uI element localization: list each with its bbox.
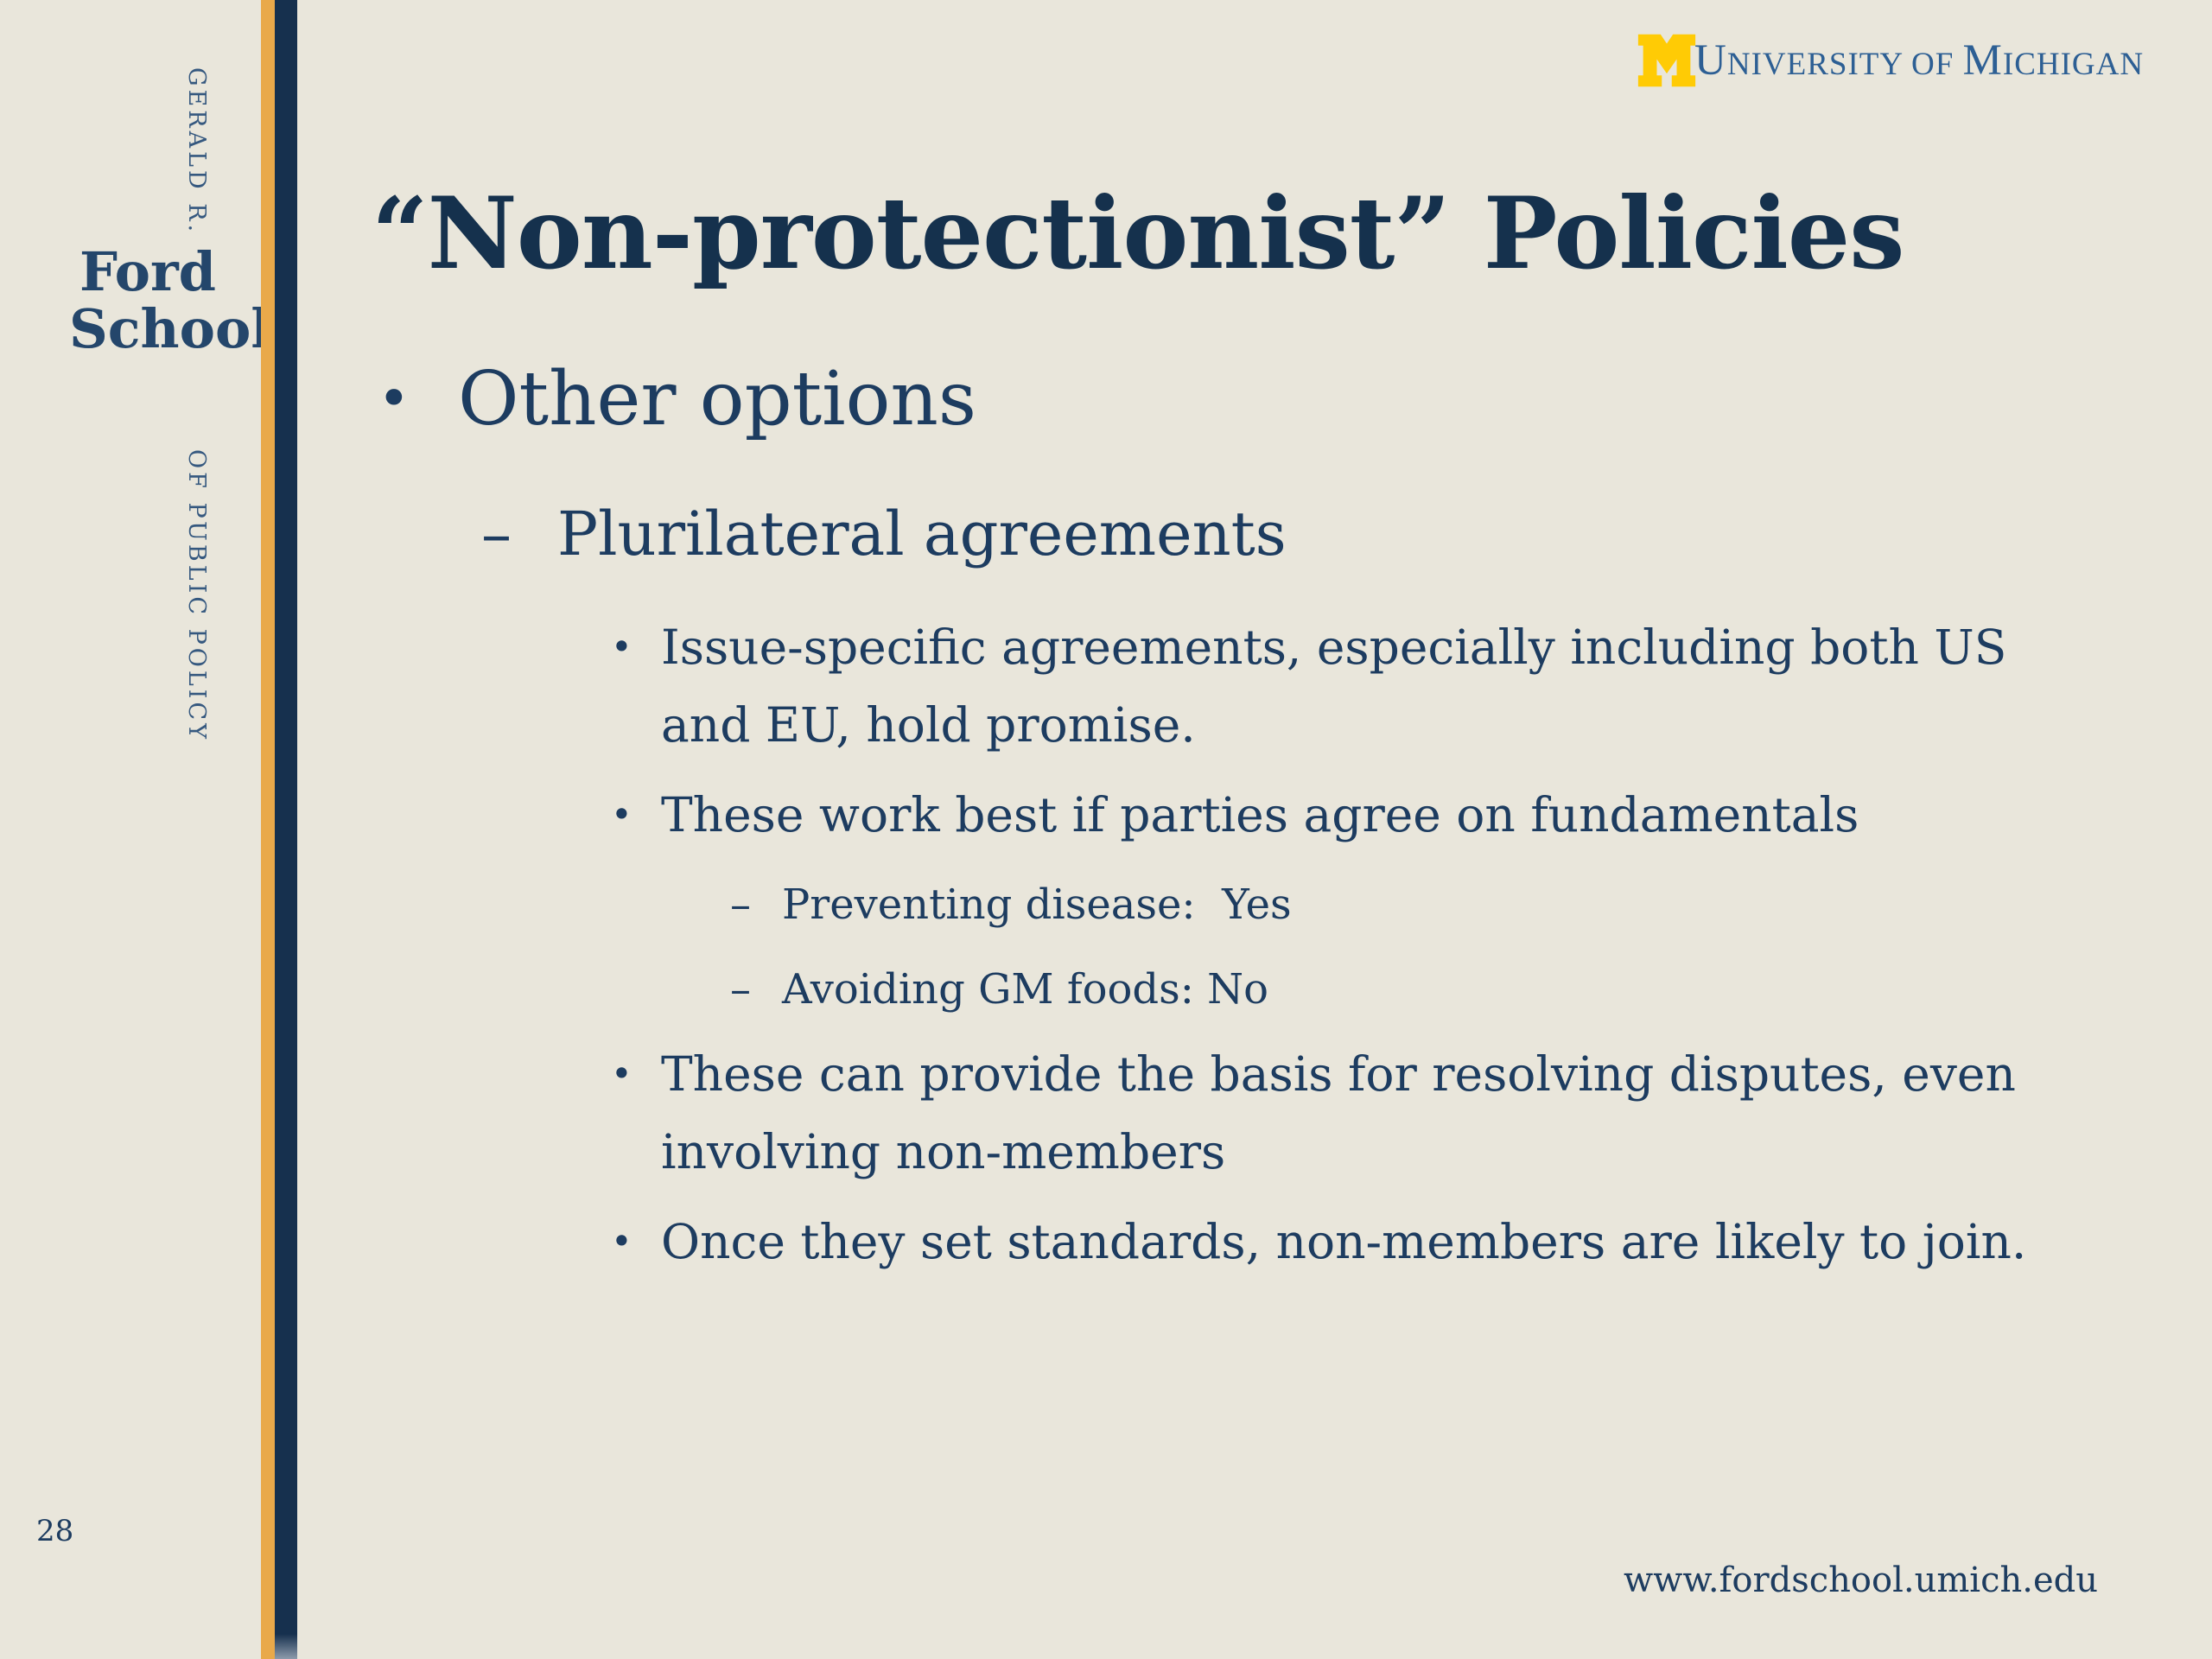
sidebar-vertical-text-gerald-r: GERALD R. (183, 67, 210, 236)
sidebar: GERALD R. Ford School OF PUBLIC POLICY 2… (0, 0, 271, 1659)
bullet-item: • Issue-specific agreements, especially … (372, 608, 2048, 764)
sidebar-vertical-text-of-public-policy: OF PUBLIC POLICY (183, 449, 210, 742)
university-wordmark: UNIVERSITY OF MICHIGAN (1694, 35, 2144, 86)
dash-marker-icon: – (481, 499, 512, 569)
bullet-item: • These can provide the basis for resolv… (372, 1035, 2048, 1191)
bullet-item: • These work best if parties agree on fu… (372, 776, 2048, 854)
slide-content: “Non-protectionist” Policies • Other opt… (372, 169, 2160, 1293)
block-m-icon (1637, 34, 1696, 87)
bullet-text: These work best if parties agree on fund… (661, 787, 1859, 842)
fordschool-url-link[interactable]: www.fordschool.umich.edu (1623, 1560, 2098, 1600)
sidebar-gold-stripe (261, 0, 275, 1659)
bullet-item: • Once they set standards, non-members a… (372, 1203, 2048, 1281)
bullet-item: • Other options (372, 351, 2160, 448)
bullet-text: Avoiding GM foods: No (782, 965, 1269, 1014)
bullet-dot-icon: • (611, 793, 632, 836)
dash-marker-icon: – (730, 880, 751, 929)
ford-school-label: Ford School (69, 240, 271, 360)
wordmark-m-cap: M (1962, 36, 2003, 85)
bullet-dot-icon: • (611, 1052, 632, 1095)
ford-school-logo-text: Ford School (0, 240, 271, 360)
bullet-text: Preventing disease: Yes (782, 880, 1292, 929)
bullet-dot-icon: • (611, 1220, 632, 1262)
bullet-item: – Preventing disease: Yes (372, 866, 2160, 944)
bullet-text: Other options (458, 356, 976, 442)
slide-page-number: 28 (36, 1514, 74, 1548)
wordmark-u-rest: NIVERSITY OF (1726, 47, 1963, 82)
bullet-item: – Avoiding GM foods: No (372, 950, 2160, 1028)
dash-marker-icon: – (730, 965, 751, 1014)
university-of-michigan-logo: UNIVERSITY OF MICHIGAN (1636, 29, 2144, 92)
bullet-dot-icon: • (378, 367, 410, 431)
sidebar-navy-stripe (275, 0, 297, 1659)
wordmark-m-rest: ICHIGAN (2002, 47, 2145, 82)
bullet-item: – Plurilateral agreements (372, 493, 2160, 575)
bullet-text: Plurilateral agreements (557, 499, 1287, 569)
bullet-text: Once they set standards, non-members are… (661, 1214, 2027, 1269)
slide-title: “Non-protectionist” Policies (372, 175, 1904, 291)
bullet-text: These can provide the basis for resolvin… (661, 1046, 2031, 1179)
wordmark-u-cap: U (1694, 36, 1727, 85)
bullet-outline: • Other options – Plurilateral agreement… (372, 351, 2160, 1281)
bullet-dot-icon: • (611, 626, 632, 668)
bullet-text: Issue-specific agreements, especially in… (661, 620, 2022, 753)
